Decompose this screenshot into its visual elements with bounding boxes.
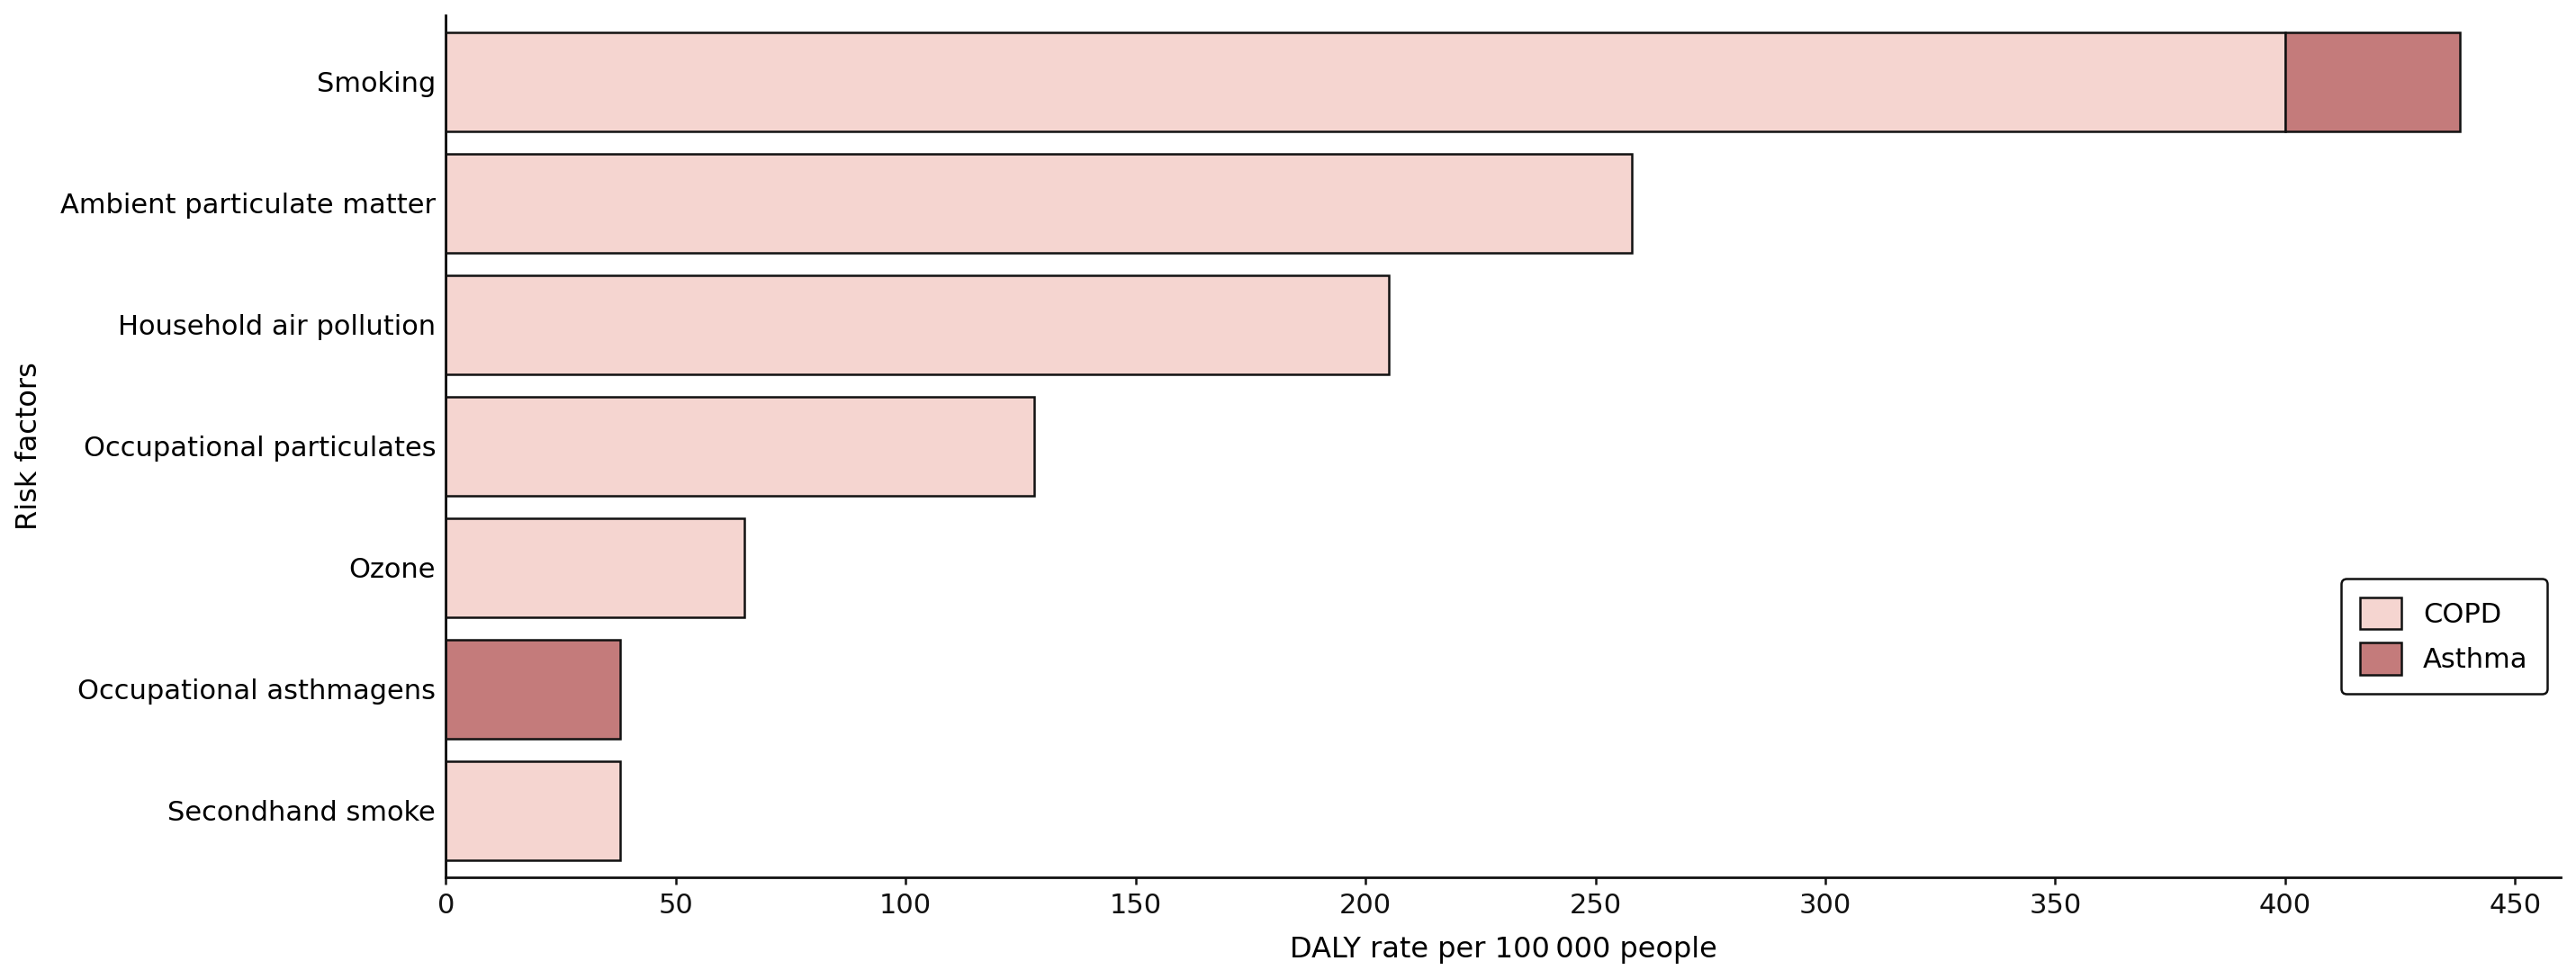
Bar xyxy=(446,275,1388,375)
Bar xyxy=(446,518,744,618)
X-axis label: DALY rate per 100 000 people: DALY rate per 100 000 people xyxy=(1291,936,1718,964)
Y-axis label: Risk factors: Risk factors xyxy=(15,362,44,531)
Bar xyxy=(446,639,621,739)
Bar xyxy=(446,396,1036,496)
Legend: COPD, Asthma: COPD, Asthma xyxy=(2342,579,2548,694)
Bar xyxy=(2285,32,2460,131)
Bar xyxy=(446,154,1633,254)
Bar xyxy=(446,761,621,861)
Bar xyxy=(446,32,2285,131)
